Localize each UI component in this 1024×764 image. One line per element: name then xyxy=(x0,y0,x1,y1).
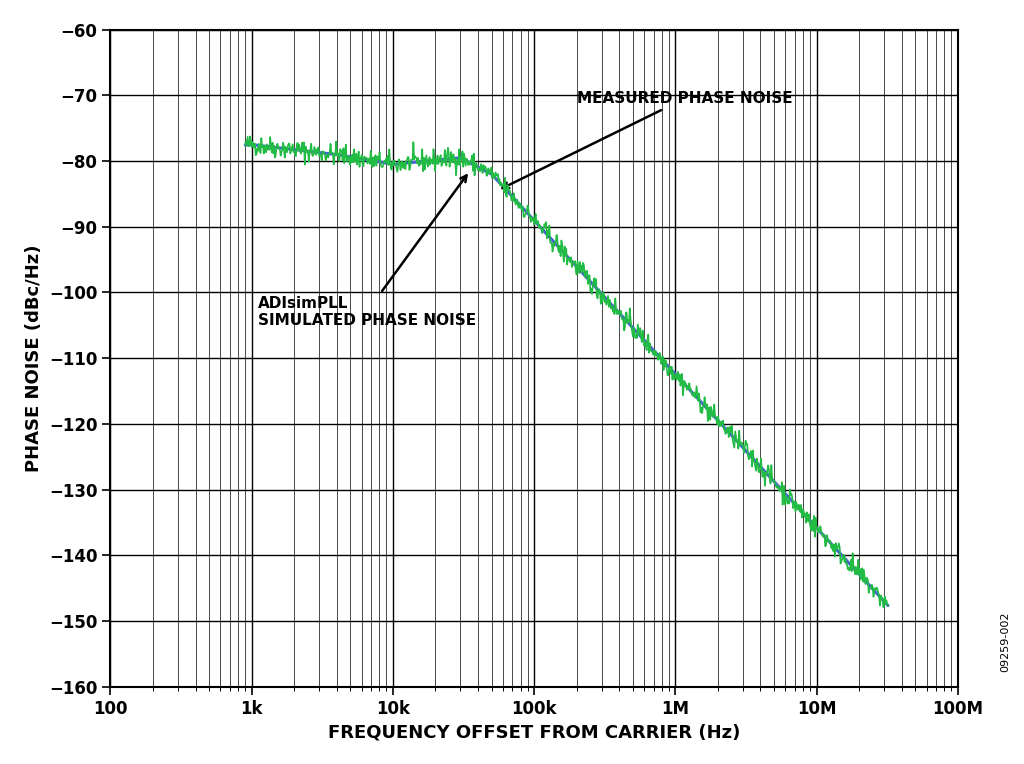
X-axis label: FREQUENCY OFFSET FROM CARRIER (Hz): FREQUENCY OFFSET FROM CARRIER (Hz) xyxy=(328,724,740,741)
Text: ADIsimPLL
SIMULATED PHASE NOISE: ADIsimPLL SIMULATED PHASE NOISE xyxy=(258,176,476,329)
Text: MEASURED PHASE NOISE: MEASURED PHASE NOISE xyxy=(503,91,793,188)
Y-axis label: PHASE NOISE (dBc/Hz): PHASE NOISE (dBc/Hz) xyxy=(26,244,43,472)
Text: 09259-002: 09259-002 xyxy=(1000,612,1011,672)
